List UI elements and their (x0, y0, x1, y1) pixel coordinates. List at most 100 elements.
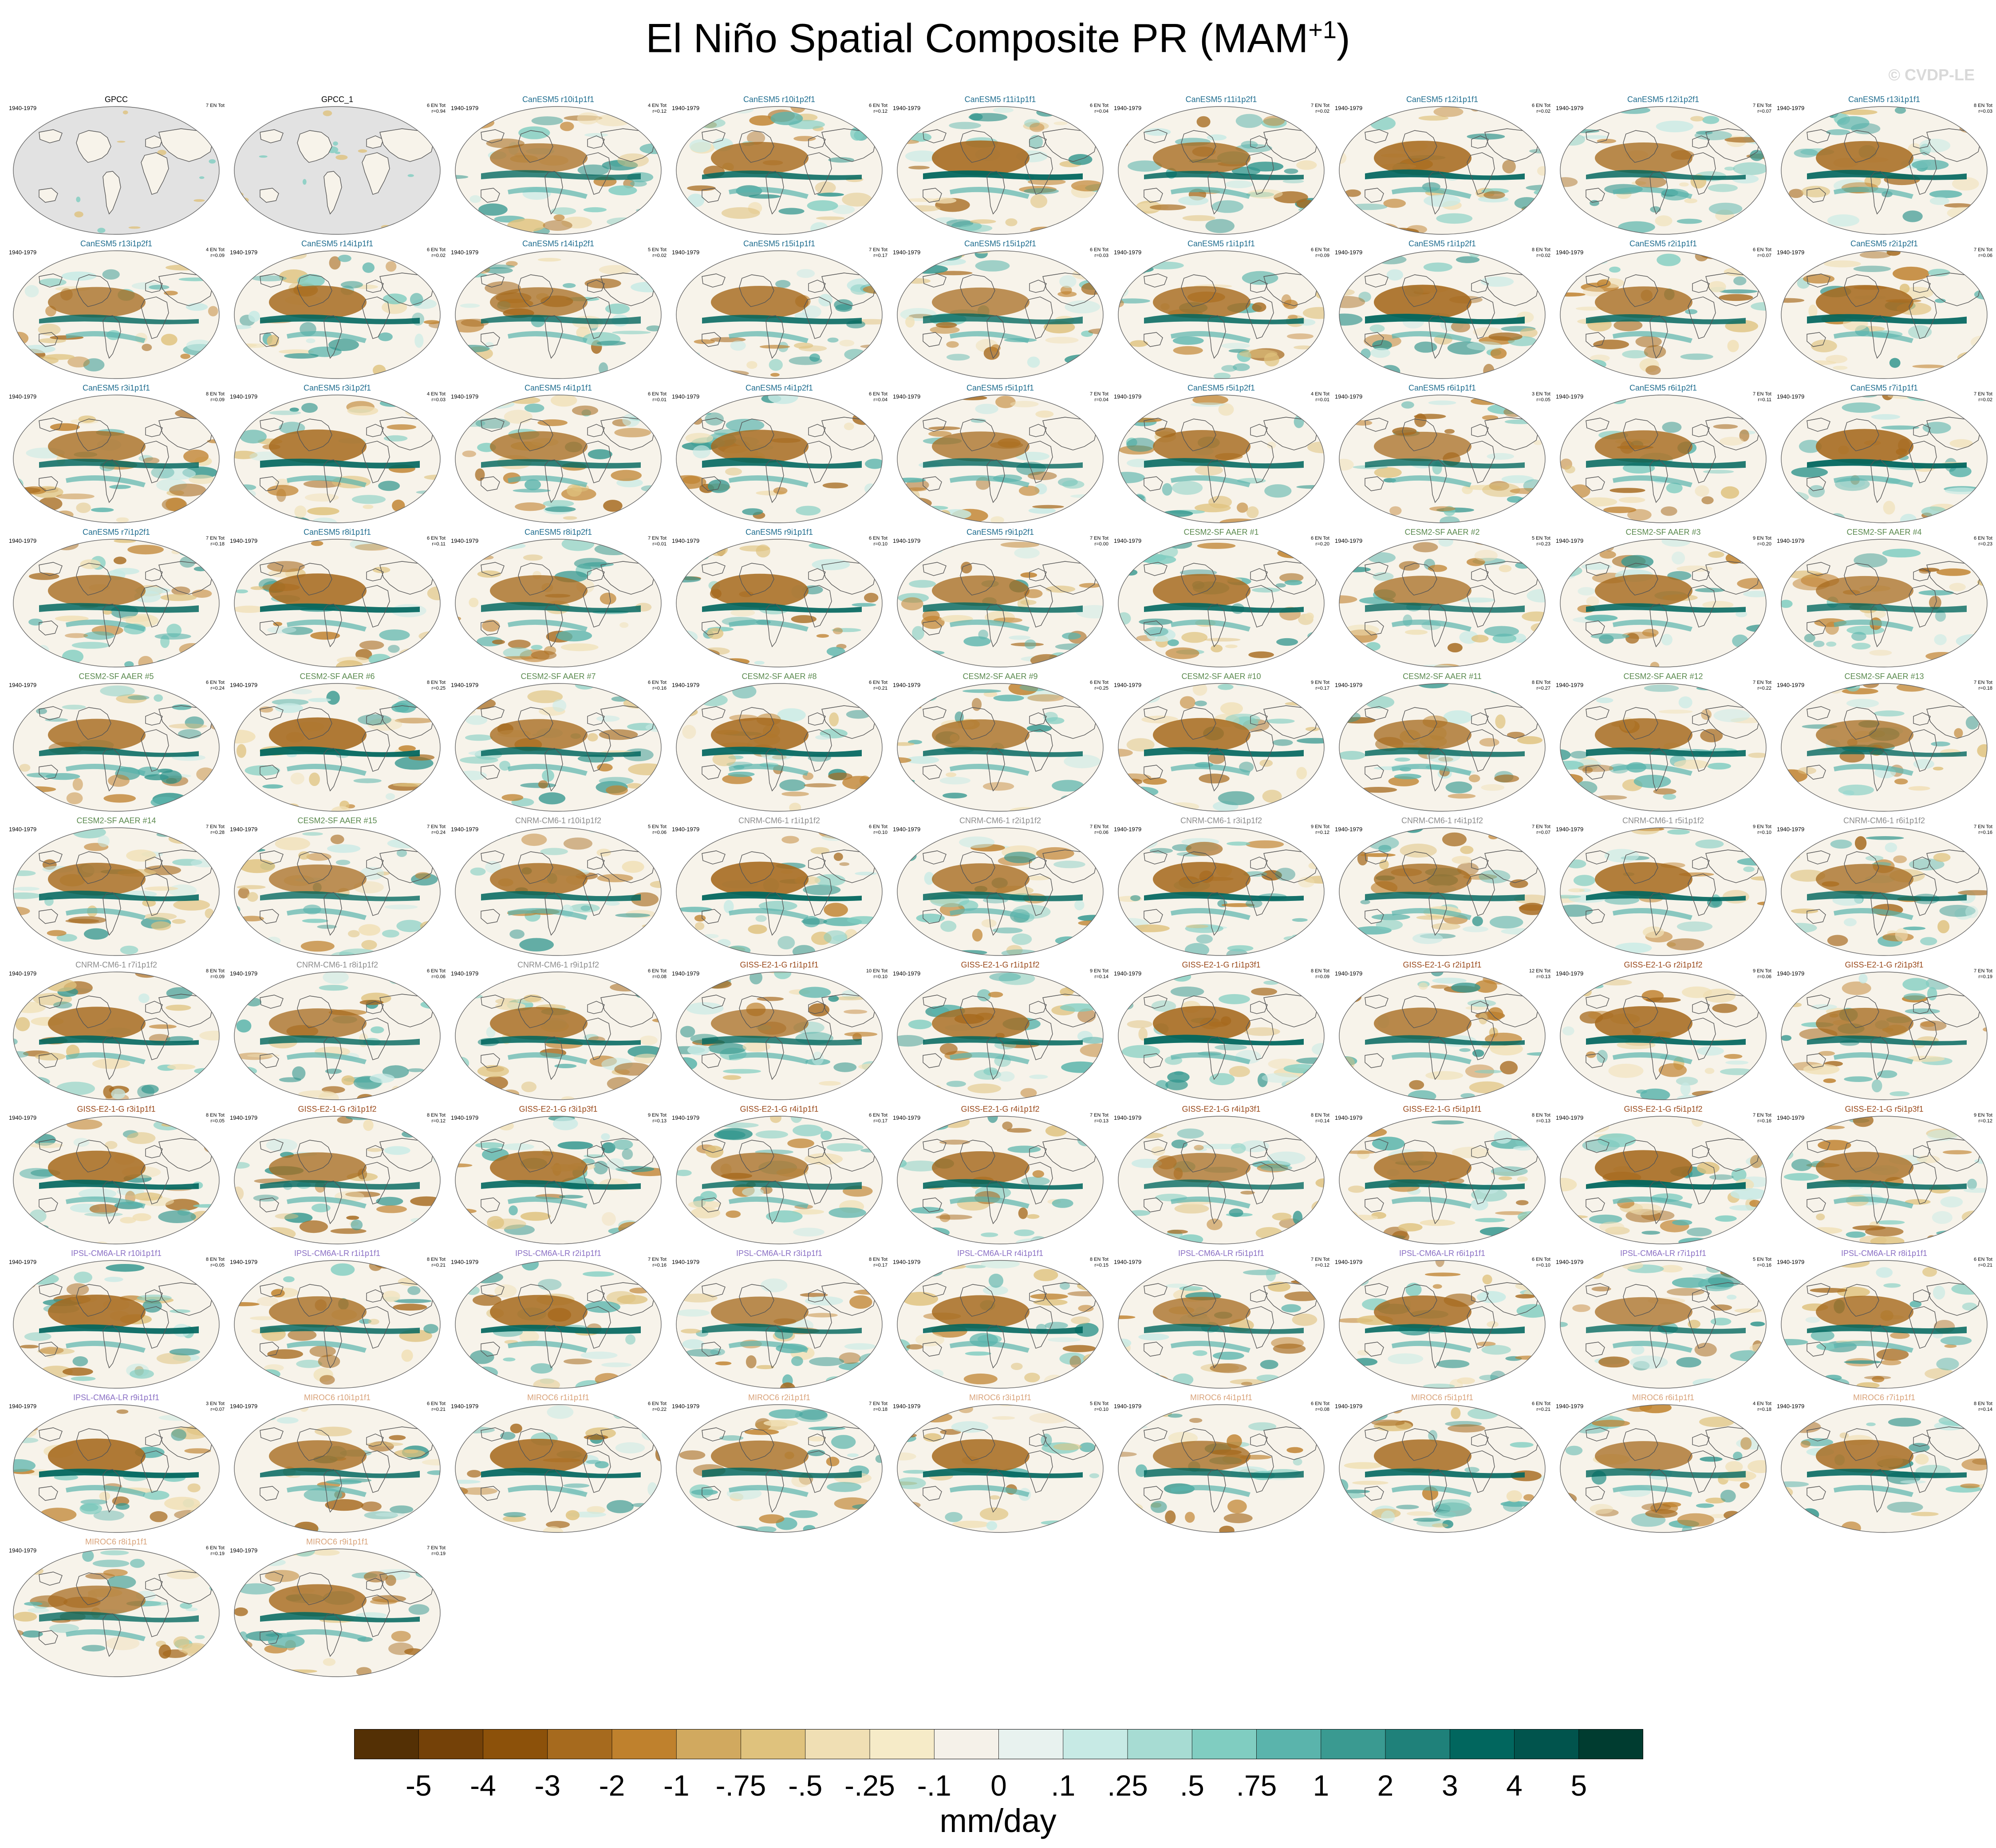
anomaly-patch (1707, 762, 1731, 770)
anomaly-patch (260, 1405, 276, 1410)
coastline (1913, 857, 1931, 870)
anomaly-patch (1676, 1357, 1701, 1368)
anomaly-patch (1517, 1176, 1528, 1182)
coastline (481, 129, 505, 143)
anomaly-patch (149, 1024, 177, 1029)
map-panel-title: GISS-E2-1-G r4i1p1f2 (961, 1105, 1040, 1114)
anomaly-patch (1251, 987, 1277, 996)
anomaly-patch (905, 756, 939, 764)
anomaly-patch (1826, 355, 1848, 363)
anomaly-patch (959, 224, 993, 233)
anomaly-patch (1020, 572, 1037, 578)
anomaly-patch (1939, 904, 1976, 917)
coastline (141, 1450, 169, 1493)
anomaly-patch (680, 1026, 695, 1038)
map-panel: CanESM5 r12i1p2f1 1940-1979 7 EN Tot r=0.07 (1553, 95, 1773, 239)
dry-anomaly-band (269, 717, 367, 753)
anomaly-patch (1562, 251, 1597, 258)
coastline (260, 620, 279, 636)
anomaly-patch (245, 251, 260, 258)
anomaly-patch (1787, 854, 1800, 859)
dry-anomaly-band (1595, 574, 1692, 607)
map-border (676, 827, 883, 956)
coastline (600, 128, 655, 162)
map-panel-correlation: r=0.04 (873, 397, 888, 403)
wet-anomaly-band (287, 1340, 367, 1353)
map-panel-period: 1940-1979 (672, 826, 700, 833)
coastline (1870, 1325, 1889, 1369)
anomaly-patch (928, 430, 952, 437)
anomaly-patch (1438, 539, 1453, 547)
anomaly-patch (507, 218, 545, 232)
map-border (1339, 539, 1546, 667)
anomaly-patch (540, 848, 568, 855)
anomaly-patch (1479, 870, 1511, 884)
anomaly-patch (56, 494, 95, 499)
anomaly-patch (1315, 288, 1324, 299)
anomaly-patch (154, 659, 189, 667)
map-panel-title: GISS-E2-1-G r1i1p1f1 (740, 960, 819, 969)
coastline (1144, 620, 1163, 636)
anomaly-patch (1339, 1233, 1355, 1244)
map-panel-grid: GPCC 1940-1979 7 EN Tot GPCC_1 6 EN Tot r=0.9… (9, 95, 1992, 1677)
anomaly-patch (601, 1362, 632, 1367)
composite-map (1560, 1116, 1767, 1244)
anomaly-patch (379, 107, 384, 108)
anomaly-patch (407, 1286, 421, 1295)
wet-anomaly-band (1613, 763, 1692, 776)
anomaly-patch (1608, 1063, 1644, 1078)
anomaly-patch (1676, 921, 1713, 932)
coastline (260, 562, 284, 576)
map-panel-period: 1940-1979 (230, 1259, 258, 1265)
anomaly-patch (847, 1373, 878, 1385)
anomaly-patch (1444, 429, 1455, 434)
dry-anomaly-band (269, 1296, 367, 1328)
anomaly-patch (1230, 1379, 1266, 1385)
composite-map (1560, 250, 1767, 379)
map-panel-stats: 7 EN Tot r=0.18 (206, 536, 225, 547)
coastline (158, 705, 213, 739)
anomaly-patch (1944, 1344, 1957, 1348)
anomaly-patch (909, 580, 936, 588)
coastline (1623, 130, 1658, 163)
coastline (1844, 1140, 1879, 1173)
anomaly-patch (1618, 497, 1645, 503)
map-panel-correlation: r=0.16 (1757, 1118, 1772, 1124)
anomaly-patch (1247, 189, 1283, 199)
anomaly-patch (1081, 1037, 1103, 1044)
anomaly-patch (1684, 198, 1697, 203)
coastline (1649, 1181, 1668, 1224)
anomaly-patch (20, 353, 31, 366)
coastline (1042, 128, 1097, 162)
coastline (1181, 130, 1216, 163)
coastline (1263, 849, 1318, 883)
anomaly-patch (184, 1448, 211, 1454)
anomaly-patch (1695, 839, 1724, 849)
coastline (1807, 562, 1830, 576)
map-panel-event-count: 9 EN Tot (1753, 536, 1771, 541)
anomaly-patch (399, 648, 431, 659)
anomaly-patch (1560, 177, 1578, 187)
anomaly-patch (1949, 439, 1973, 448)
anomaly-patch (151, 466, 174, 479)
anomaly-patch (551, 395, 577, 407)
anomaly-patch (1490, 347, 1507, 359)
anomaly-patch (1133, 691, 1160, 703)
map-panel: IPSL-CM6A-LR r2i1p1f1 1940-1979 7 EN Tot r=… (448, 1249, 668, 1393)
anomaly-patch (1573, 396, 1591, 403)
coastline (1692, 712, 1710, 726)
coastline (297, 995, 332, 1028)
anomaly-patch (1273, 1343, 1306, 1354)
map-panel-event-count: 6 EN Tot (869, 103, 888, 108)
anomaly-patch (1783, 130, 1795, 144)
anomaly-patch (267, 1349, 303, 1359)
wet-anomaly-band (729, 1196, 809, 1208)
anomaly-patch (1736, 1260, 1753, 1264)
anomaly-patch (13, 487, 41, 494)
anomaly-patch (1343, 213, 1362, 221)
wet-anomaly-band (1171, 763, 1250, 776)
anomaly-patch (190, 859, 218, 868)
map-panel-stats: 6 EN Tot r=0.02 (427, 247, 446, 259)
coastline (1025, 1018, 1053, 1060)
dry-anomaly-band (932, 1007, 1030, 1040)
